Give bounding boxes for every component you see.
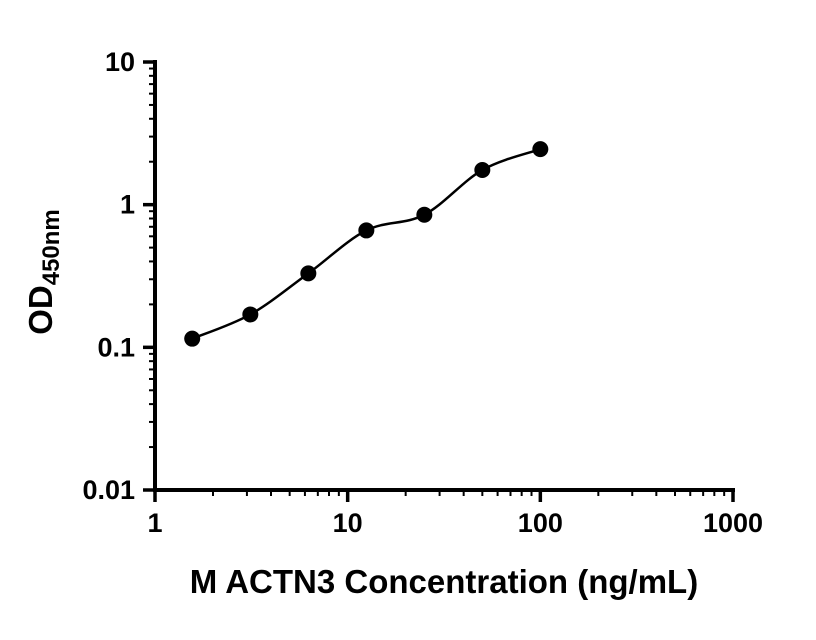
y-tick-label: 1 [120, 190, 135, 220]
data-point [358, 222, 375, 239]
data-point [474, 161, 491, 178]
x-axis-title: M ACTN3 Concentration (ng/mL) [190, 563, 698, 600]
tick-labels-layer: 1 10 100 1000 0.01 0.1 1 10 [82, 47, 763, 538]
y-axis-title-subscript: 450nm [38, 209, 65, 285]
y-axis-title: OD450nm [22, 209, 65, 335]
data-point [300, 265, 317, 282]
data-point [416, 206, 433, 223]
y-tick-label: 0.1 [97, 332, 135, 362]
data-point [532, 141, 549, 158]
x-tick-label: 100 [518, 508, 563, 538]
ticks-layer [143, 60, 735, 502]
y-tick-label: 10 [105, 47, 135, 77]
y-axis-title-main: OD [22, 285, 59, 335]
y-tick-label: 0.01 [82, 475, 135, 505]
x-tick-label: 10 [333, 508, 363, 538]
data-point [184, 330, 201, 347]
axes-layer [153, 60, 735, 492]
points-layer [184, 141, 549, 347]
x-tick-label: 1 [147, 508, 162, 538]
x-tick-label: 1000 [703, 508, 763, 538]
data-point [242, 306, 259, 323]
